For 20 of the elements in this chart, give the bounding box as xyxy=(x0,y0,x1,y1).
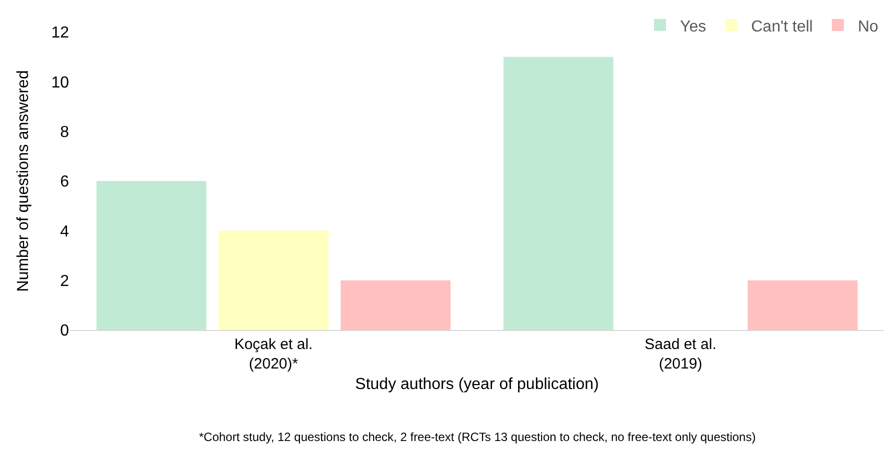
bar xyxy=(748,280,858,330)
y-tick-label: 8 xyxy=(60,124,70,141)
y-tick-label: 2 xyxy=(60,272,70,290)
text: *Cohort study, 12 questions to check, 2 free-text (RCTs 13 question to check, no free-text only questions) xyxy=(199,430,756,444)
legend-label: Yes xyxy=(680,18,706,36)
y-axis-title: Number of questions answered xyxy=(15,70,32,292)
bar xyxy=(503,56,614,330)
y-tick-label: 6 xyxy=(60,174,70,191)
y-tick-label: 10 xyxy=(51,74,70,92)
y-tick-label: 4 xyxy=(60,223,70,240)
y-tick-label: 12 xyxy=(51,24,70,42)
legend-label: No xyxy=(858,18,878,36)
y-tick-label: 0 xyxy=(60,322,70,340)
x-tick-label: Koçak et al. (2020)* xyxy=(234,336,313,372)
x-axis-title: Study authors (year of publication) xyxy=(355,376,599,394)
bar xyxy=(340,280,451,330)
bar xyxy=(218,230,328,330)
legend-label: Can't tell xyxy=(751,18,813,36)
x-tick-label: Saad et al. (2019) xyxy=(644,336,716,372)
bar xyxy=(96,181,206,330)
